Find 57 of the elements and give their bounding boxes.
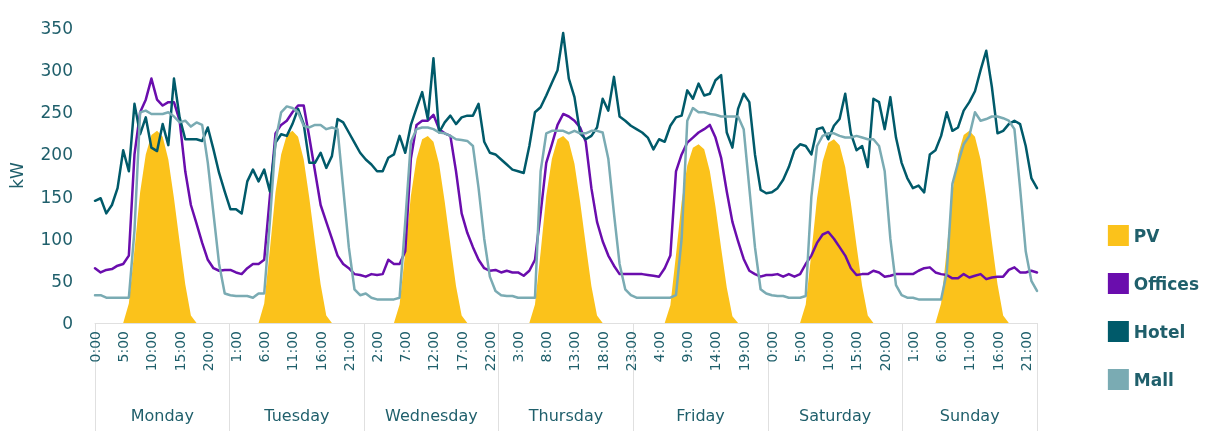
legend-label: Hotel — [1133, 321, 1186, 342]
x-tick-label: 21:00 — [1017, 331, 1034, 372]
x-tick-label: 0:00 — [87, 331, 103, 363]
x-tick-label: 7:00 — [397, 331, 414, 363]
x-tick-label: 19:00 — [735, 331, 752, 372]
x-tick-label: 18:00 — [594, 331, 611, 372]
x-tick-label: 20:00 — [876, 331, 893, 372]
text: Saturday — [799, 405, 872, 425]
x-tick-label: 17:00 — [453, 331, 470, 372]
x-tick-label: 0:00 — [763, 331, 780, 363]
y-axis-title: kW — [6, 161, 27, 189]
x-tick-label: 14:00 — [707, 331, 724, 372]
x-tick-label: 23:00 — [622, 331, 639, 372]
line-series — [93, 77, 1039, 281]
x-tick-label: 5:00 — [115, 331, 132, 363]
x-tick-label: 11:00 — [961, 331, 978, 372]
x-tick-label: 1:00 — [228, 331, 245, 363]
text: Sunday — [939, 405, 1000, 425]
text: Thursday — [527, 405, 604, 425]
x-tick-label: 5:00 — [792, 331, 809, 363]
x-tick-label: 2:00 — [369, 331, 386, 363]
x-tick-label: 20:00 — [199, 331, 216, 372]
x-tick-label: 16:00 — [989, 331, 1006, 372]
legend-label: PV — [1133, 225, 1161, 246]
y-tick-label: 50 — [51, 270, 73, 291]
x-tick-label: 10:00 — [143, 331, 160, 372]
text: Tuesday — [263, 405, 330, 425]
x-tick-label: 10:00 — [820, 331, 837, 372]
y-tick-label: 150 — [40, 186, 73, 207]
x-tick-label: 21:00 — [340, 331, 357, 372]
x-tick-label: 6:00 — [256, 331, 273, 363]
x-tick-label: 8:00 — [538, 331, 555, 363]
x-tick-label: 15:00 — [848, 331, 865, 372]
x-tick-label: 4:00 — [651, 331, 668, 363]
legend-label: Offices — [1133, 273, 1199, 294]
x-tick-label: 3:00 — [510, 331, 527, 363]
y-tick-label: 100 — [40, 228, 73, 249]
y-tick-label: 0 — [62, 313, 73, 333]
line-series — [93, 105, 1039, 301]
text: Friday — [676, 405, 725, 425]
x-tick-label: 9:00 — [679, 331, 696, 363]
x-tick-label: 22:00 — [481, 331, 498, 372]
legend-label: Mall — [1133, 369, 1174, 390]
y-tick-label: 300 — [40, 60, 73, 81]
x-tick-label: 16:00 — [312, 331, 329, 372]
text: Wednesday — [385, 405, 478, 425]
x-tick-label: 11:00 — [284, 331, 301, 372]
y-tick-label: 200 — [40, 144, 73, 165]
x-tick-label: 13:00 — [566, 331, 583, 372]
x-tick-label: 6:00 — [933, 331, 950, 363]
y-tick-label: 350 — [40, 18, 73, 38]
text: Monday — [130, 405, 194, 425]
x-tick-label: 12:00 — [425, 331, 442, 372]
x-tick-label: 1:00 — [904, 331, 921, 363]
line-series — [93, 31, 1039, 215]
x-tick-label: 15:00 — [171, 331, 188, 372]
y-tick-label: 250 — [40, 102, 73, 123]
